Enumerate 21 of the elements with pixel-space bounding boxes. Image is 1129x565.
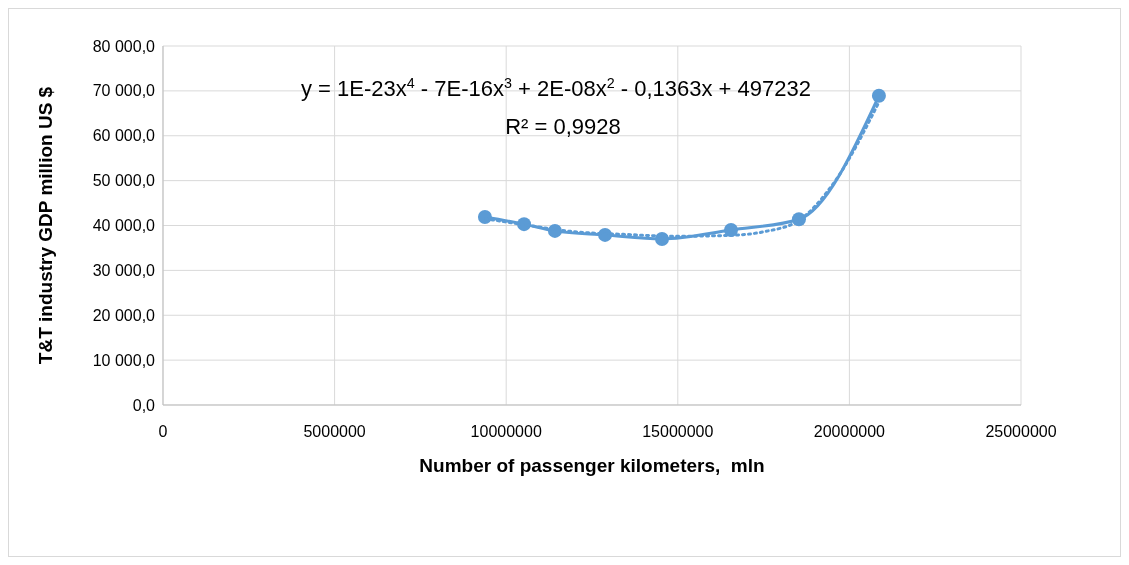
y-tick-label: 10 000,0 xyxy=(92,351,156,369)
annotation: y = 1E-23x$^{4}$ - 7E-16x$^{3}$ + 2E-08x$^{2}$ - 0,1363x + 497232 xyxy=(300,75,812,101)
y-tick-label: 20 000,0 xyxy=(92,306,156,324)
x-tick-label: 20000000 xyxy=(813,423,886,440)
x-axis-title: Number of passenger kilometers, mln xyxy=(419,455,765,476)
x-tick-label: 10000000 xyxy=(470,423,542,440)
annotation: R² = 0,9928 xyxy=(505,114,621,139)
point xyxy=(724,222,738,237)
x-tick-label: 0 xyxy=(158,423,168,440)
x-tick-label: 25000000 xyxy=(985,423,1057,440)
y-tick-label: 60 000,0 xyxy=(92,127,156,145)
y-tick-label: 30 000,0 xyxy=(92,261,156,279)
y-tick-label: 80 000,0 xyxy=(92,37,156,55)
y-tick-label: 50 000,0 xyxy=(92,172,156,190)
point xyxy=(871,88,886,103)
y-tick-label: 70 000,0 xyxy=(92,82,156,100)
y-tick-label: 40 000,0 xyxy=(92,217,156,235)
x-tick-label: 5000000 xyxy=(303,423,366,440)
x-tick-label: 15000000 xyxy=(642,423,714,440)
y-tick-label: 0,0 xyxy=(132,396,156,414)
y-axis-title: T&T industry GDP million US $ xyxy=(35,86,56,365)
